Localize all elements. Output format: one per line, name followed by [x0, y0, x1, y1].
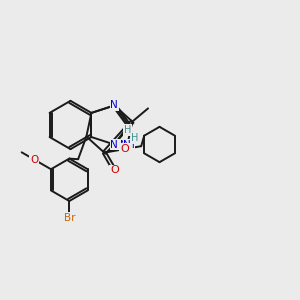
Text: N: N: [110, 100, 118, 110]
Text: Br: Br: [64, 213, 75, 223]
Text: O: O: [110, 165, 119, 176]
Text: O: O: [120, 144, 129, 154]
Text: H: H: [131, 133, 139, 143]
Text: H: H: [124, 125, 131, 135]
Text: N: N: [123, 140, 131, 150]
Text: O: O: [30, 154, 38, 165]
Text: N: N: [110, 140, 118, 149]
Text: NH: NH: [120, 140, 135, 150]
